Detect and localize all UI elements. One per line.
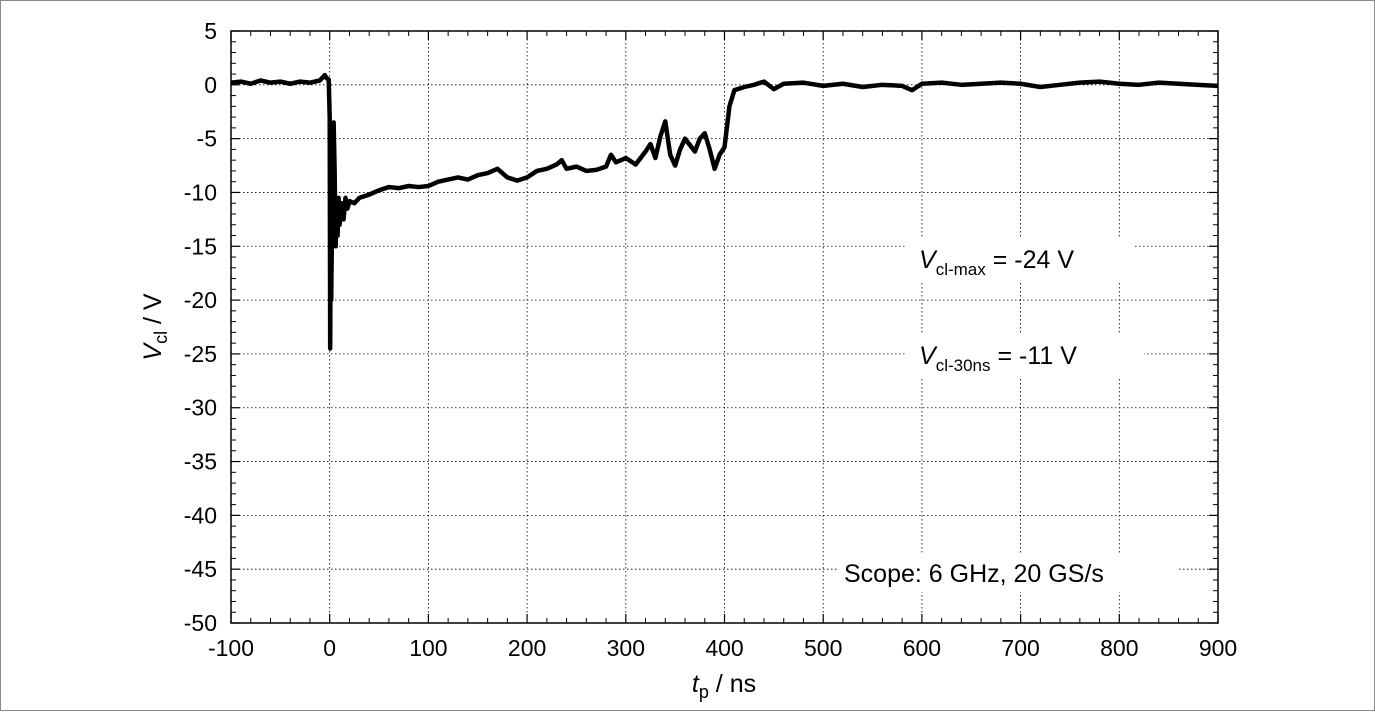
x-axis-label-sub: p: [699, 682, 709, 702]
y-tick-label: -40: [184, 502, 217, 528]
annotation-vcl30-bg: [906, 335, 1144, 379]
annotation-scope-bg: [837, 554, 1179, 592]
annotation-scope: Scope: 6 GHz, 20 GS/s: [844, 560, 1104, 588]
y-tick-label: -20: [184, 287, 217, 313]
plot-border: [230, 30, 1219, 624]
annotation-vclmax: Vcl-max = -24 V: [919, 246, 1074, 279]
annotation-vclmax-sub: cl-max: [936, 260, 987, 279]
annotation-vcl30-sub: cl-30ns: [936, 356, 991, 375]
series-line-0: [231, 72, 1218, 351]
x-axis-label: tp / ns: [692, 670, 756, 702]
x-tick-label: 100: [409, 635, 447, 661]
annotation-vcl30-var: V: [919, 342, 938, 370]
x-tick-label: 700: [1001, 635, 1039, 661]
x-tick-label: 200: [508, 635, 546, 661]
y-tick-label: -30: [184, 395, 217, 421]
x-tick-label: 300: [607, 635, 645, 661]
x-tick-label: -100: [208, 635, 254, 661]
x-tick-label: 400: [705, 635, 743, 661]
y-tick-label: -25: [184, 341, 217, 367]
y-tick-label: -35: [184, 449, 217, 475]
annotation-vclmax-bg: [906, 239, 1134, 283]
x-axis-ticks: -100 0 100 200 300 400 500 600 700 800 900: [208, 31, 1237, 661]
y-axis-ticks: 5 0 -5 -10 -15 -20 -25 -30 -35 -40 -45 -50: [184, 18, 1218, 636]
annotation-vclmax-var: V: [919, 246, 938, 274]
x-tick-label: 600: [903, 635, 941, 661]
y-axis-label: Vcl / V: [139, 293, 171, 361]
x-axis-label-var: t: [692, 670, 700, 698]
y-tick-label: -50: [184, 610, 217, 636]
y-tick-label: -10: [184, 179, 217, 205]
y-tick-label: -15: [184, 233, 217, 259]
x-tick-label: 500: [804, 635, 842, 661]
y-tick-label: 0: [204, 72, 217, 98]
x-tick-label: 900: [1199, 635, 1237, 661]
grid-lines: [231, 31, 1218, 623]
y-tick-label: -45: [184, 556, 217, 582]
x-tick-label: 800: [1100, 635, 1138, 661]
y-tick-label: -5: [197, 126, 217, 152]
series-layer: [231, 72, 1218, 351]
x-axis-label-unit: / ns: [709, 670, 756, 698]
annotation-vcl30: Vcl-30ns = -11 V: [919, 342, 1077, 375]
y-axis-label-unit: / V: [139, 293, 167, 331]
annotation-vcl30-text: = -11 V: [991, 342, 1078, 370]
annotation-vclmax-text: = -24 V: [986, 246, 1075, 274]
y-axis-label-var: V: [139, 342, 167, 361]
y-tick-label: 5: [204, 18, 217, 44]
x-tick-label: 0: [323, 635, 336, 661]
y-axis-label-sub: cl: [151, 331, 171, 344]
